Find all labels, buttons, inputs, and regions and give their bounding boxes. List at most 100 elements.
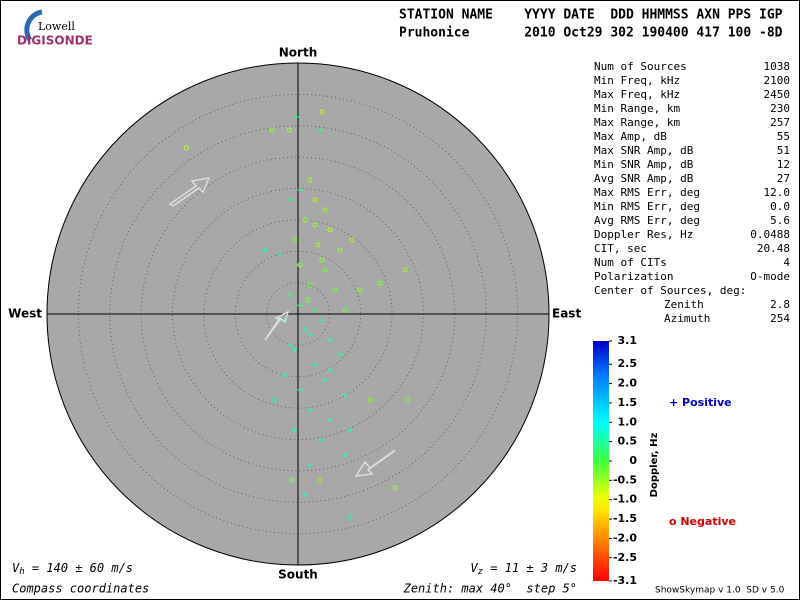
- stat-label: Avg RMS Err, deg: [594, 214, 700, 227]
- source-positive: [317, 127, 323, 133]
- colorbar-tick-label: -2.0: [613, 531, 637, 544]
- source-positive: [282, 372, 288, 378]
- source-negative: [357, 287, 363, 293]
- value: = 140 ± 60 m/s: [25, 561, 133, 575]
- colorbar-tick-label: 2.5: [618, 357, 638, 370]
- source-positive: [297, 387, 303, 393]
- colorbar-tick-label: 3.1: [618, 334, 638, 347]
- colorbar-tick-label: -2.5: [613, 551, 637, 564]
- subscript: h: [19, 567, 24, 577]
- source-positive: [297, 302, 303, 308]
- stat-label: Avg SNR Amp, dB: [594, 172, 694, 185]
- stat-label: Doppler Res, Hz: [594, 228, 693, 241]
- logo-top: Lowell: [38, 20, 75, 33]
- stat-label: Max Freq, kHz: [594, 88, 680, 101]
- stat-value: 2100: [764, 74, 791, 87]
- stat-value: 27: [777, 172, 790, 185]
- stat-value: 2.8: [770, 298, 790, 311]
- logo-bottom: DIGISONDE: [17, 34, 93, 48]
- source-positive: [317, 437, 323, 443]
- stat-label: Min Range, km: [594, 102, 680, 115]
- logo-swirl: [24, 9, 43, 42]
- direction: West: [8, 307, 42, 321]
- vz-label: Vz = 11 ± 3 m/s: [470, 561, 577, 577]
- stat-value: 1038: [764, 60, 791, 73]
- stat-value: 12: [777, 158, 790, 171]
- source-negative: [307, 282, 313, 288]
- stat-label: Min RMS Err, deg: [594, 200, 700, 213]
- colorbar-tick-label: 0: [629, 454, 637, 467]
- stat-label: Zenith: [664, 298, 704, 311]
- colorbar-tick-label: -1.0: [613, 493, 637, 506]
- source-positive: [293, 114, 299, 120]
- source-negative: [312, 197, 318, 203]
- source-positive: [327, 417, 333, 423]
- source-positive: [307, 407, 313, 413]
- drift-arrow: [168, 177, 211, 207]
- colorbar: [593, 341, 609, 581]
- direction: North: [279, 46, 317, 60]
- subscript: z: [478, 567, 483, 577]
- source-negative: [317, 477, 323, 483]
- header-values: Pruhonice 2010 Oct29 302 190400 417 100 …: [399, 26, 783, 41]
- source-negative: [332, 287, 338, 293]
- source-negative: [405, 397, 411, 403]
- skymap: [46, 62, 550, 566]
- stat-label: Azimuth: [664, 312, 710, 325]
- source-negative: [377, 280, 383, 286]
- legend-positive: + Positive: [669, 396, 732, 409]
- drift-arrow: [264, 310, 290, 341]
- stat-label: CIT, sec: [594, 242, 647, 255]
- source-negative: [392, 485, 398, 491]
- colorbar-label: Doppler, Hz: [649, 433, 660, 498]
- source-negative: [322, 207, 328, 213]
- stat-value: 0.0: [770, 200, 790, 213]
- source-positive: [287, 292, 293, 298]
- source-negative: [322, 267, 328, 273]
- source-positive: [272, 397, 278, 403]
- source-positive: [292, 427, 298, 433]
- stat-label: Center of Sources, deg:: [594, 284, 746, 297]
- stat-label: Max Range, km: [594, 116, 680, 129]
- source-negative: [319, 109, 325, 115]
- source-positive: [262, 247, 268, 253]
- source-positive: [312, 307, 318, 313]
- source-negative: [183, 145, 189, 151]
- source-positive: [287, 342, 293, 348]
- colorbar-tick-label: -1.5: [613, 512, 637, 525]
- source-negative: [312, 222, 318, 228]
- value: = 11 ± 3 m/s: [483, 561, 577, 575]
- stat-value: 230: [770, 102, 790, 115]
- zenith-label: Zenith: max 40° step 5°: [403, 582, 577, 596]
- source-positive: [317, 317, 323, 323]
- stat-value: 12.0: [764, 186, 791, 199]
- source-negative: [292, 237, 298, 243]
- version: ShowSkymap v 1.0 SD v 5.0: [655, 586, 785, 596]
- colorbar-tick-label: 1.5: [618, 396, 638, 409]
- stat-value: 51: [777, 144, 790, 157]
- stat-label: Num of CITs: [594, 256, 667, 269]
- stat-label: Polarization: [594, 270, 673, 283]
- source-negative: [337, 247, 343, 253]
- source-positive: [307, 332, 313, 338]
- source-positive: [322, 377, 328, 383]
- source-negative: [349, 237, 355, 243]
- colorbar-tick-label: 1.0: [618, 415, 638, 428]
- source-positive: [297, 187, 303, 193]
- stat-value: 20.48: [757, 242, 790, 255]
- stat-value: 0.0488: [750, 228, 790, 241]
- source-positive: [292, 347, 298, 353]
- direction: South: [278, 568, 318, 582]
- stat-value: 4: [783, 256, 790, 269]
- drift-arrow: [354, 449, 396, 477]
- source-negative: [367, 397, 373, 403]
- symbol: V: [12, 561, 20, 575]
- legend-negative: o Negative: [669, 515, 736, 528]
- source-positive: [287, 197, 293, 203]
- stat-value: 5.6: [770, 214, 790, 227]
- source-positive: [277, 252, 283, 258]
- stat-value: 2450: [764, 88, 791, 101]
- direction: East: [552, 307, 581, 321]
- source-negative: [327, 227, 333, 233]
